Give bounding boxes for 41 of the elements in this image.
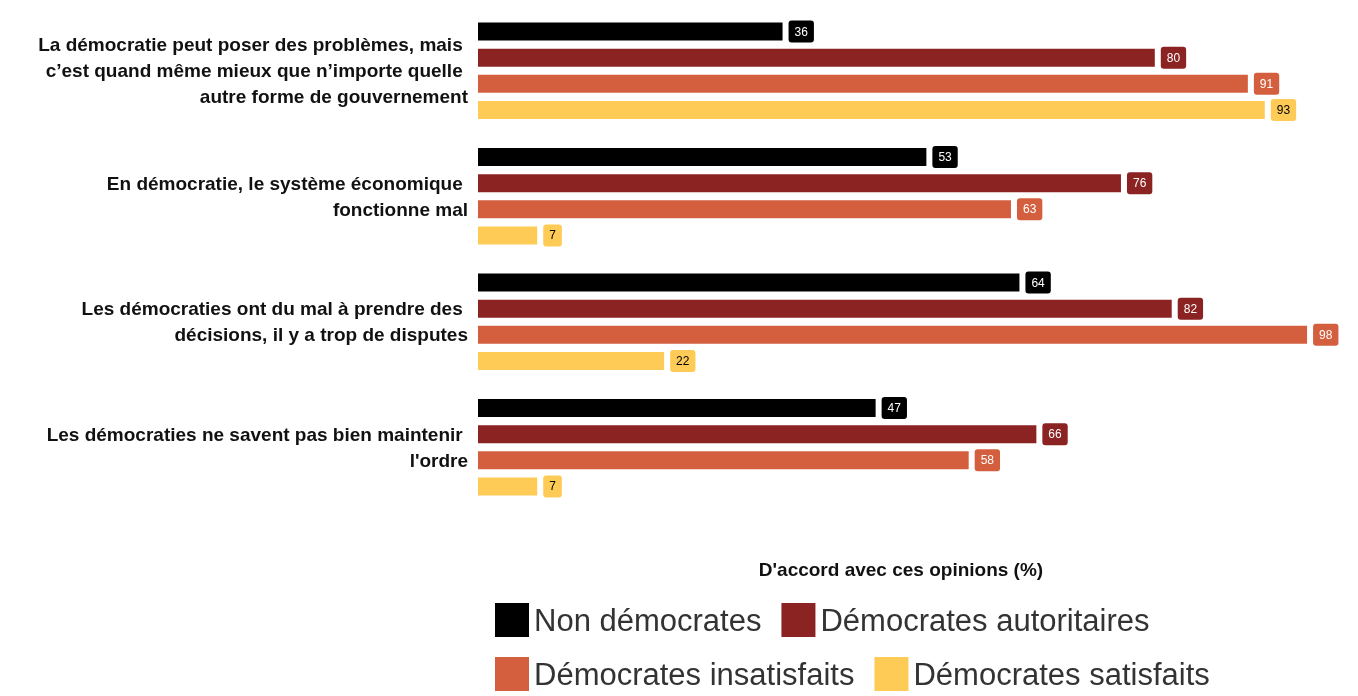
data-label: 7 bbox=[549, 228, 557, 243]
bar bbox=[478, 299, 1172, 318]
x-axis-title: D'accord avec ces opinions (%) bbox=[758, 559, 1044, 580]
data-label: 80 bbox=[1166, 50, 1181, 65]
data-label: 36 bbox=[794, 24, 809, 39]
y-tick-label: La démocratie peut poser des problèmes, mais c’est quand même mieux que n’importe quelle autre forme de gouvernement bbox=[38, 34, 469, 108]
data-label: 91 bbox=[1259, 76, 1274, 91]
data-label: 63 bbox=[1022, 202, 1037, 217]
data-label: 98 bbox=[1319, 327, 1333, 342]
data-label: 53 bbox=[938, 150, 953, 165]
y-tick-label: En démocratie, le système économique fonctionne mal bbox=[106, 172, 468, 220]
legend-label: Démocrates satisfaits bbox=[913, 656, 1210, 692]
bar bbox=[478, 425, 1037, 444]
bar bbox=[478, 148, 927, 167]
bar bbox=[478, 200, 1011, 219]
legend-label: Démocrates insatisfaits bbox=[534, 656, 855, 692]
bar bbox=[478, 22, 783, 41]
data-label: 82 bbox=[1183, 301, 1198, 316]
bar bbox=[478, 451, 969, 470]
data-label: 58 bbox=[980, 453, 995, 468]
bar bbox=[478, 351, 665, 370]
data-label: 47 bbox=[887, 401, 902, 416]
bar bbox=[478, 226, 538, 245]
bar bbox=[478, 399, 876, 418]
data-label: 66 bbox=[1048, 427, 1063, 442]
bar bbox=[478, 100, 1265, 119]
bar bbox=[478, 74, 1248, 93]
bar bbox=[478, 325, 1308, 344]
data-label: 76 bbox=[1132, 176, 1147, 191]
y-tick-label: Les démocraties ont du mal à prendre des décisions, il y a trop de disputes bbox=[81, 298, 468, 346]
legend-label: Démocrates autoritaires bbox=[820, 602, 1150, 638]
bar bbox=[478, 48, 1155, 67]
bar bbox=[478, 174, 1121, 193]
legend-label: Non démocrates bbox=[534, 602, 762, 638]
data-label: 64 bbox=[1031, 275, 1046, 290]
data-label: 22 bbox=[676, 353, 690, 368]
data-label: 93 bbox=[1276, 102, 1291, 117]
y-tick-label: Les démocraties ne savent pas bien maintenir l'ordre bbox=[46, 423, 468, 471]
data-label: 7 bbox=[549, 479, 557, 494]
bar bbox=[478, 273, 1020, 292]
bar bbox=[478, 477, 538, 496]
